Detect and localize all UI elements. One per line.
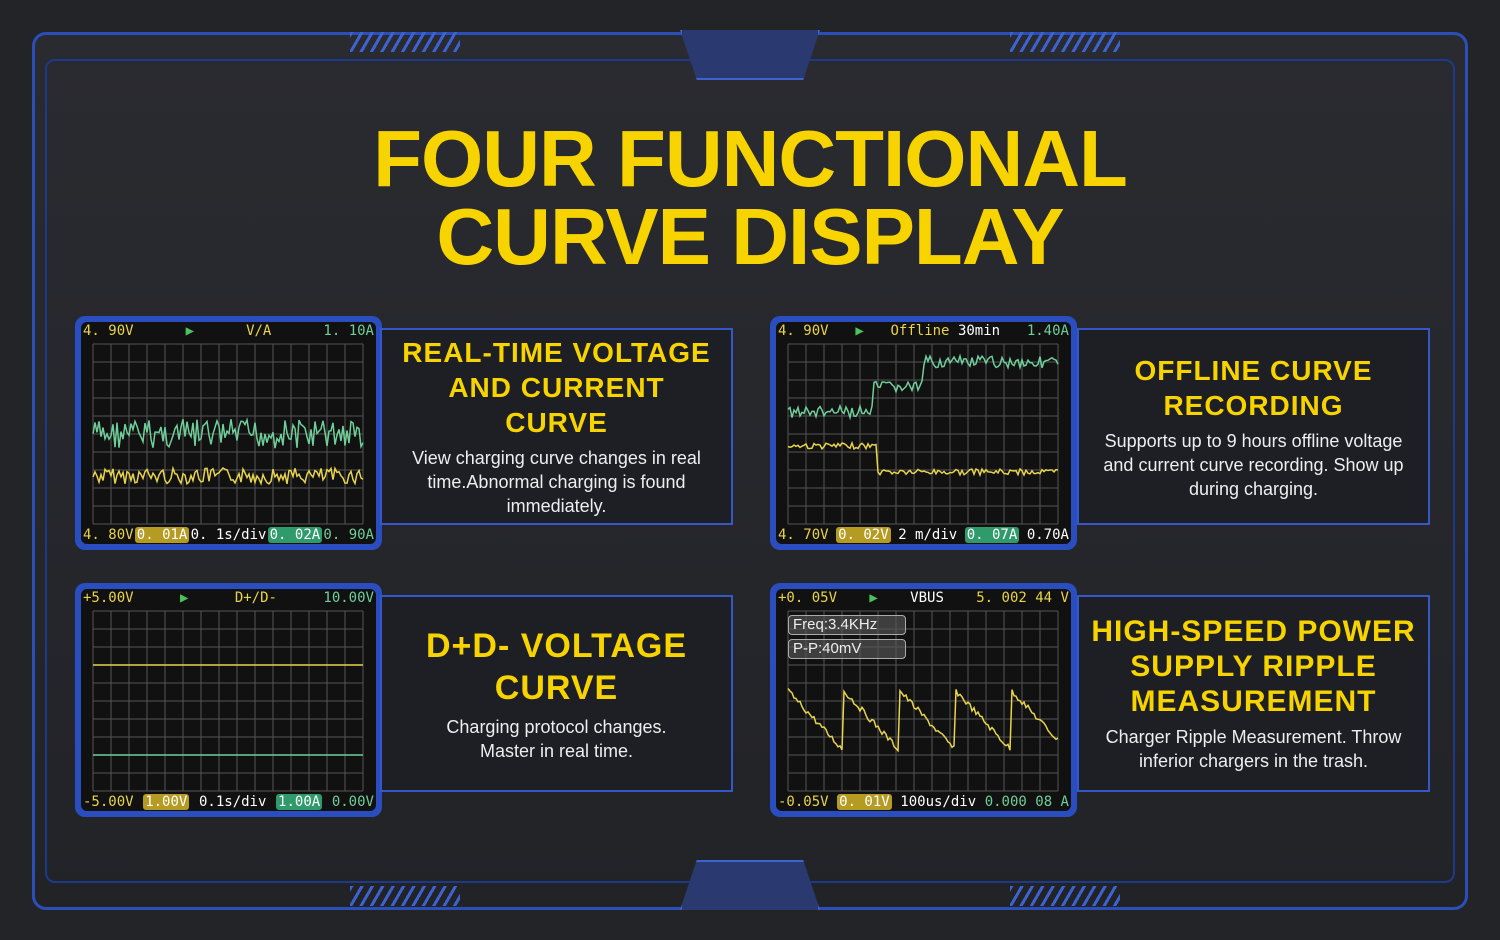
hatch-decoration bbox=[1010, 32, 1120, 52]
waveform-plot bbox=[787, 343, 1059, 525]
mode-label: Offline bbox=[890, 323, 950, 339]
record-duration: 30min bbox=[957, 323, 1001, 339]
voltage-scale: 0. 01V bbox=[837, 794, 892, 810]
voltage-scale: 0. 01A bbox=[134, 527, 190, 543]
time-scale: 0.1s/div bbox=[198, 794, 267, 810]
max-voltage: 4. 90V bbox=[778, 323, 829, 339]
panel-description: View charging curve changes in real time… bbox=[412, 448, 701, 516]
screen-realtime: 4. 90V ▶ V/A 1. 10A 4. 80V 0. 01A 0. 1s/div 0.… bbox=[75, 316, 382, 550]
max-current: 1. 10A bbox=[323, 323, 374, 339]
time-scale: 0. 1s/div bbox=[190, 527, 267, 543]
panel-description: Supports up to 9 hours offline voltage a… bbox=[1103, 430, 1404, 499]
panel-heading: HIGH-SPEED POWER SUPPLY RIPPLE MEASUREME… bbox=[1091, 615, 1416, 718]
current-readout: 0.000 08 A bbox=[984, 794, 1069, 810]
max-value: 10.00V bbox=[323, 590, 374, 606]
ripple-curve bbox=[787, 687, 1059, 753]
min-voltage: -0.05V bbox=[778, 794, 829, 810]
panel-description: Charging protocol changes. Master in rea… bbox=[446, 716, 667, 761]
play-icon: ▶ bbox=[179, 590, 189, 606]
max-voltage: 4. 90V bbox=[83, 323, 134, 339]
min-voltage: -5.00V bbox=[83, 794, 134, 810]
current-scale: 0. 02A bbox=[267, 527, 323, 543]
mode-label: V/A bbox=[246, 323, 272, 339]
waveform-plot bbox=[787, 610, 1059, 792]
vbus-voltage: 5. 002 44 V bbox=[976, 590, 1069, 606]
current-scale: 0. 07A bbox=[964, 527, 1020, 543]
min-current: 0. 90A bbox=[323, 527, 374, 543]
page-title: FOUR FUNCTIONAL CURVE DISPLAY bbox=[0, 114, 1500, 281]
frame-tab-bottom bbox=[680, 860, 820, 910]
max-current: 1.40A bbox=[1026, 323, 1069, 339]
panel-heading: REAL-TIME VOLTAGE AND CURRENT CURVE bbox=[402, 337, 711, 438]
max-voltage: +0. 05V bbox=[778, 590, 838, 606]
hatch-decoration bbox=[1010, 886, 1120, 906]
waveform-plot bbox=[92, 610, 364, 792]
info-ripple: HIGH-SPEED POWER SUPPLY RIPPLE MEASUREME… bbox=[1077, 595, 1430, 792]
screen-offline: 4. 90V ▶ Offline 30min 1.40A 4. 70V 0. 02V 2 … bbox=[770, 316, 1077, 550]
voltage-scale: 0. 02V bbox=[836, 527, 891, 543]
play-icon: ▶ bbox=[869, 590, 878, 606]
current-scale: 1.00A bbox=[276, 794, 323, 810]
title-line-2: CURVE DISPLAY bbox=[436, 192, 1064, 281]
screen-dpdm: +5.00V ▶ D+/D- 10.00V -5.00V 1.00V 0.1s/div 1.… bbox=[75, 583, 382, 817]
voltage-curve bbox=[92, 465, 364, 486]
min-voltage: 4. 80V bbox=[83, 527, 134, 543]
waveform-plot bbox=[92, 343, 364, 525]
panel-heading: D+D- VOLTAGE CURVE bbox=[425, 626, 688, 707]
info-dpdm: D+D- VOLTAGE CURVE Charging protocol chan… bbox=[380, 595, 733, 792]
title-line-1: FOUR FUNCTIONAL bbox=[373, 114, 1128, 203]
info-offline: OFFLINE CURVE RECORDING Supports up to 9 … bbox=[1077, 328, 1430, 525]
min-current: 0.70A bbox=[1026, 527, 1069, 543]
hatch-decoration bbox=[350, 32, 460, 52]
frequency-readout: Freq:3.4KHz bbox=[788, 615, 906, 635]
current-curve bbox=[787, 353, 1059, 421]
info-realtime: REAL-TIME VOLTAGE AND CURRENT CURVE View … bbox=[380, 328, 733, 525]
play-icon: ▶ bbox=[855, 323, 864, 339]
min-voltage: 4. 70V bbox=[778, 527, 829, 543]
panel-heading: OFFLINE CURVE RECORDING bbox=[1134, 354, 1373, 421]
voltage-curve bbox=[787, 440, 1059, 478]
mode-label: D+/D- bbox=[234, 590, 277, 606]
current-curve bbox=[92, 417, 364, 450]
min-value: 0.00V bbox=[331, 794, 374, 810]
peak-to-peak-readout: P-P:40mV bbox=[788, 639, 906, 659]
voltage-scale: 1.00V bbox=[143, 794, 190, 810]
screen-ripple: +0. 05V ▶ VBUS 5. 002 44 V Freq:3.4KHz P-P:… bbox=[770, 583, 1077, 817]
max-voltage: +5.00V bbox=[83, 590, 134, 606]
frame-tab-top bbox=[680, 30, 820, 80]
panel-description: Charger Ripple Measurement. Throw inferi… bbox=[1105, 727, 1402, 771]
time-scale: 2 m/div bbox=[898, 527, 958, 543]
play-icon: ▶ bbox=[185, 323, 195, 339]
time-scale: 100us/div bbox=[900, 794, 977, 810]
mode-label: VBUS bbox=[910, 590, 944, 606]
hatch-decoration bbox=[350, 886, 460, 906]
